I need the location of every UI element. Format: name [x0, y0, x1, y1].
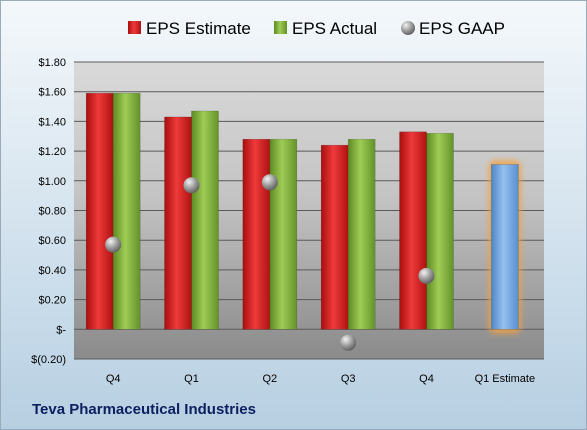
eps-actual-bar: [191, 110, 219, 330]
legend-label: EPS Actual: [292, 19, 377, 38]
y-tick-label: $1.20: [38, 146, 66, 158]
eps-actual-bar: [426, 133, 454, 330]
eps-estimate-bar: [85, 92, 114, 330]
eps-actual-bar: [347, 138, 376, 330]
eps-gaap-marker: [418, 267, 435, 284]
x-tick-label: Q3: [341, 373, 356, 385]
y-tick-label: $1.80: [38, 57, 66, 69]
legend-label: EPS GAAP: [419, 19, 505, 38]
gaap-markers: [105, 174, 435, 351]
x-axis: Q4 Q1 Q2 Q3 Q4 Q1 Estimate: [106, 373, 535, 385]
legend: EPS Estimate EPS Actual EPS GAAP: [128, 19, 505, 38]
y-tick-label: $0.20: [38, 295, 66, 307]
eps-gaap-marker: [340, 334, 357, 351]
x-tick-label: Q4: [106, 373, 121, 385]
x-tick-label: Q2: [262, 373, 277, 385]
y-axis: $(0.20) $- $0.20 $0.40 $0.60 $0.80 $1.00 $1.20 $…: [31, 57, 66, 366]
gridlines: [74, 61, 544, 360]
y-tick-label: $(0.20): [31, 354, 66, 366]
eps-estimate-bar: [164, 116, 192, 330]
x-tick-label: Q4: [419, 373, 434, 385]
eps-actual-bar: [269, 138, 298, 330]
eps-estimate-bar: [320, 144, 349, 330]
eps-gaap-marker: [261, 174, 278, 191]
y-tick-label: $0.80: [38, 206, 66, 218]
eps-actual-bar: [112, 92, 141, 330]
bars: [85, 92, 521, 334]
legend-label: EPS Estimate: [146, 19, 251, 38]
y-tick-label: $1.00: [38, 176, 66, 188]
legend-marker: [401, 21, 415, 35]
y-tick-label: $-: [56, 324, 66, 336]
y-tick-label: $1.60: [38, 87, 66, 99]
eps-estimate-bar: [242, 138, 271, 330]
eps-estimate-bar: [399, 131, 427, 330]
company-name: Teva Pharmaceutical Industries: [32, 401, 256, 418]
y-tick-label: $0.40: [38, 265, 66, 277]
x-tick-label: Q1 Estimate: [475, 373, 536, 385]
eps-gaap-marker: [183, 177, 200, 194]
y-tick-label: $1.40: [38, 116, 66, 128]
legend-swatch: [274, 21, 287, 34]
eps-gaap-marker: [105, 236, 122, 253]
x-tick-label: Q1: [184, 373, 199, 385]
q1-estimate-bar: [491, 164, 519, 330]
y-tick-label: $0.60: [38, 235, 66, 247]
legend-swatch: [128, 21, 141, 34]
